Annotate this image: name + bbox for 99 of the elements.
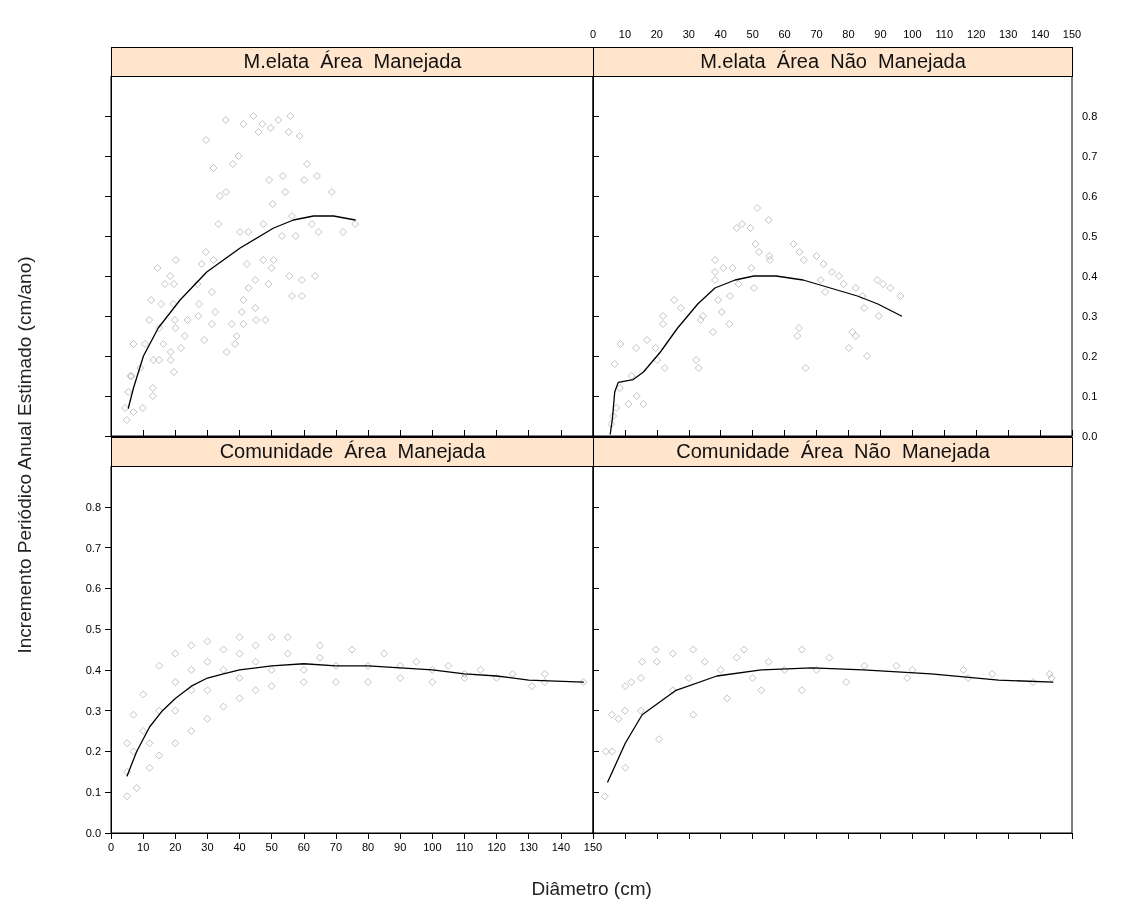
x-tick-label: 90 (874, 27, 887, 40)
chart-title: M.elata Área Manejada (111, 47, 594, 77)
point (689, 710, 698, 719)
x-axis-title: Diâmetro (cm) (531, 878, 652, 900)
y-tick-label: 0.0 (1082, 430, 1098, 442)
x-tick-label: 120 (967, 27, 986, 40)
point (797, 645, 806, 654)
point (636, 674, 645, 683)
y-tick-label: 0.2 (85, 745, 101, 758)
chart-title: M.elata Área Não Manejada (593, 47, 1073, 77)
point (627, 678, 636, 687)
point (732, 653, 741, 662)
point (780, 665, 789, 674)
y-tick-label: 0.6 (1082, 190, 1098, 202)
y-tick-label: 0.7 (85, 541, 101, 554)
x-tick-label: 20 (650, 27, 663, 40)
y-tick-label: 0.8 (85, 500, 101, 513)
x-tick-label: 110 (455, 840, 474, 853)
x-tick-label: 10 (618, 27, 632, 40)
y-axis-title: Incremento Periódico Anual Estimado (cm/ano) (13, 255, 36, 654)
x-tick-label: 50 (265, 840, 278, 853)
point (1029, 678, 1038, 687)
point (601, 747, 610, 756)
x-tick-label: 100 (423, 840, 442, 853)
y-tick-label: 0.7 (1082, 150, 1098, 162)
point (668, 686, 677, 695)
x-tick-label: 30 (682, 27, 695, 40)
point (964, 674, 973, 683)
point (797, 686, 806, 695)
x-tick-label: 150 (583, 840, 603, 853)
x-tick-label: 0 (107, 840, 115, 853)
point (908, 665, 917, 674)
point (600, 792, 609, 801)
point (748, 674, 757, 683)
chart-title: Comunidade Área Não Manejada (593, 437, 1073, 467)
point (614, 714, 623, 723)
point (608, 747, 617, 756)
point (689, 645, 698, 654)
y-tick-label: 0.6 (85, 582, 101, 595)
point (621, 763, 630, 772)
point (652, 657, 661, 666)
point (988, 669, 997, 678)
point (651, 645, 660, 654)
x-tick-label: 130 (998, 27, 1018, 40)
point (620, 706, 629, 715)
x-tick-label: 110 (935, 27, 954, 40)
y-tick-label: 0.5 (1082, 230, 1098, 242)
point (757, 686, 766, 695)
x-tick-label: 80 (361, 840, 375, 853)
point (892, 661, 901, 670)
point (723, 694, 732, 703)
point (638, 657, 647, 666)
y-tick-label: 0.0 (85, 827, 101, 839)
y-tick-label: 0.8 (1082, 110, 1098, 122)
x-tick-label: 130 (519, 840, 538, 853)
x-tick-label: 80 (842, 27, 855, 40)
x-tick-label: 30 (201, 840, 214, 853)
y-tick-label: 0.4 (85, 663, 101, 676)
x-tick-label: 100 (903, 27, 922, 40)
x-tick-label: 140 (551, 840, 571, 853)
y-tick-label: 0.5 (85, 623, 101, 636)
y-tick-label: 0.2 (1082, 350, 1098, 362)
point (621, 682, 630, 691)
y-tick-label: 0.1 (85, 786, 101, 799)
point (903, 674, 912, 683)
x-tick-label: 60 (297, 840, 310, 853)
point (655, 735, 664, 744)
chart-title: Comunidade Área Manejada (111, 437, 594, 467)
point (860, 661, 869, 670)
point (1047, 674, 1056, 683)
point (716, 665, 725, 674)
y-tick-label: 0.1 (1082, 390, 1098, 402)
x-tick-label: 40 (714, 27, 727, 40)
point (959, 665, 968, 674)
point (812, 665, 821, 674)
y-tick-label: 0.3 (1082, 310, 1098, 322)
point (607, 710, 616, 719)
x-tick-label: 10 (137, 840, 150, 853)
x-tick-label: 140 (1030, 27, 1050, 40)
x-tick-label: 120 (487, 840, 506, 853)
point (700, 657, 709, 666)
point (825, 653, 834, 662)
x-tick-label: 150 (1062, 27, 1082, 40)
point (1045, 669, 1054, 678)
x-tick-label: 40 (233, 840, 246, 853)
x-tick-label: 20 (169, 840, 182, 853)
x-tick-label: 60 (778, 27, 791, 40)
point (684, 674, 693, 683)
point (842, 678, 851, 687)
y-tick-label: 0.3 (85, 704, 101, 717)
x-tick-label: 90 (394, 840, 407, 853)
x-tick-label: 70 (810, 27, 823, 40)
x-tick-label: 70 (329, 840, 343, 853)
point (668, 649, 677, 658)
x-tick-label: 50 (746, 27, 759, 40)
y-tick-label: 0.4 (1082, 270, 1098, 282)
point (764, 657, 773, 666)
x-tick-label: 0 (589, 27, 597, 40)
point (636, 706, 645, 715)
